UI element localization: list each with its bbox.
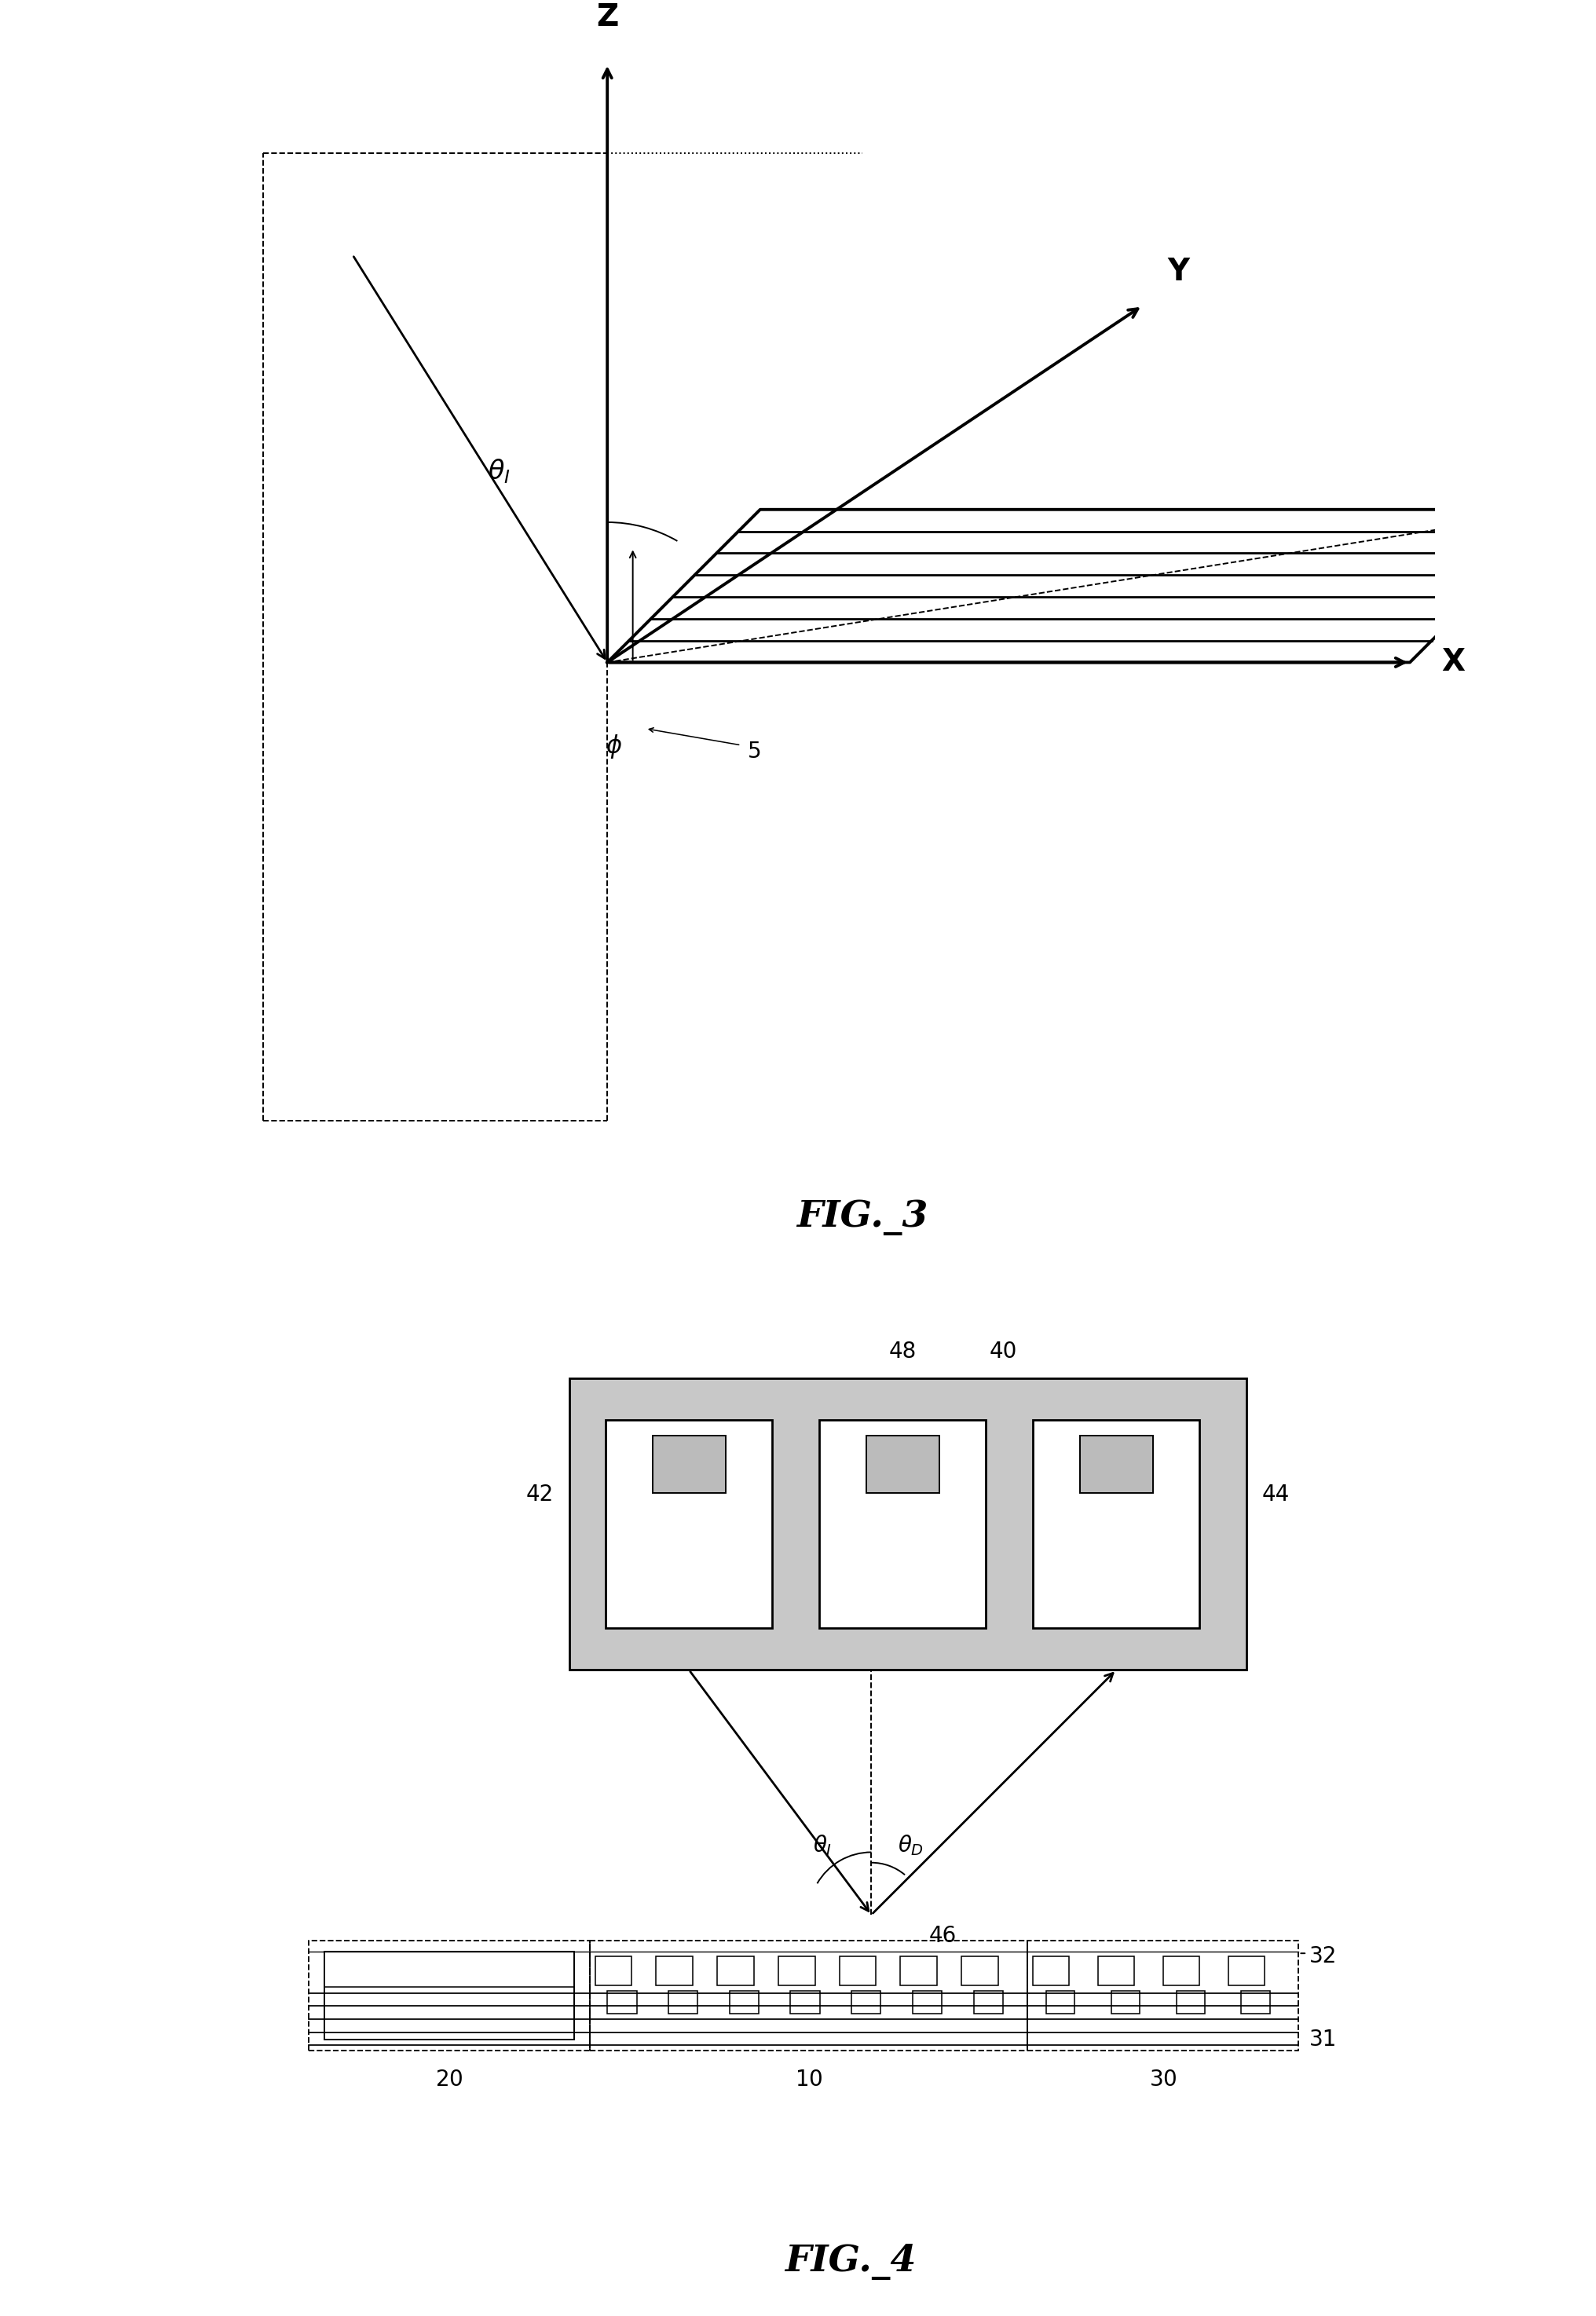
Bar: [913, 1992, 942, 2013]
Text: $\theta_I$: $\theta_I$: [812, 1834, 832, 1857]
Text: 40: 40: [988, 1341, 1017, 1362]
Bar: [729, 1992, 758, 2013]
Text: 44: 44: [1261, 1485, 1290, 1505]
Text: $\theta_D$: $\theta_D$: [897, 1834, 922, 1857]
Bar: [1162, 1957, 1199, 1985]
Bar: [1079, 1436, 1152, 1492]
Bar: [819, 1420, 985, 1628]
Bar: [1098, 1957, 1133, 1985]
Text: $\theta_I$: $\theta_I$: [487, 456, 511, 486]
Bar: [653, 1436, 725, 1492]
Text: 48: 48: [889, 1341, 916, 1362]
Bar: [595, 1957, 632, 1985]
Text: $\phi$: $\phi$: [605, 732, 622, 760]
Bar: [717, 1957, 753, 1985]
Text: Y: Y: [1167, 257, 1189, 287]
Bar: [1227, 1957, 1264, 1985]
Bar: [790, 1992, 819, 2013]
Bar: [669, 1992, 697, 2013]
Text: Z: Z: [595, 2, 618, 32]
Text: 46: 46: [929, 1925, 956, 1948]
Bar: [851, 1992, 881, 2013]
Bar: [1033, 1957, 1068, 1985]
Text: 42: 42: [525, 1485, 554, 1505]
Bar: [900, 1957, 937, 1985]
Bar: [1045, 1992, 1074, 2013]
Text: FIG._4: FIG._4: [784, 2244, 916, 2279]
Bar: [568, 1378, 1246, 1670]
Bar: [1111, 1992, 1140, 2013]
Bar: [777, 1957, 814, 1985]
Bar: [1176, 1992, 1205, 2013]
Bar: [656, 1957, 693, 1985]
Bar: [961, 1957, 998, 1985]
Bar: [839, 1957, 876, 1985]
Text: $\mathit{10}$: $\mathit{10}$: [795, 2068, 822, 2091]
Bar: [865, 1436, 938, 1492]
Text: $\mathit{30}$: $\mathit{30}$: [1149, 2068, 1176, 2091]
Bar: [605, 1420, 772, 1628]
Bar: [1240, 1992, 1269, 2013]
Text: 31: 31: [1309, 2029, 1336, 2050]
Bar: [324, 1950, 575, 2040]
Text: X: X: [1441, 648, 1465, 676]
Text: $\mathit{20}$: $\mathit{20}$: [436, 2068, 463, 2091]
Text: FIG._3: FIG._3: [796, 1200, 927, 1237]
Bar: [974, 1992, 1002, 2013]
Text: 32: 32: [1309, 1945, 1336, 1966]
Bar: [1033, 1420, 1199, 1628]
Bar: [606, 1992, 637, 2013]
Text: 5: 5: [747, 741, 761, 762]
